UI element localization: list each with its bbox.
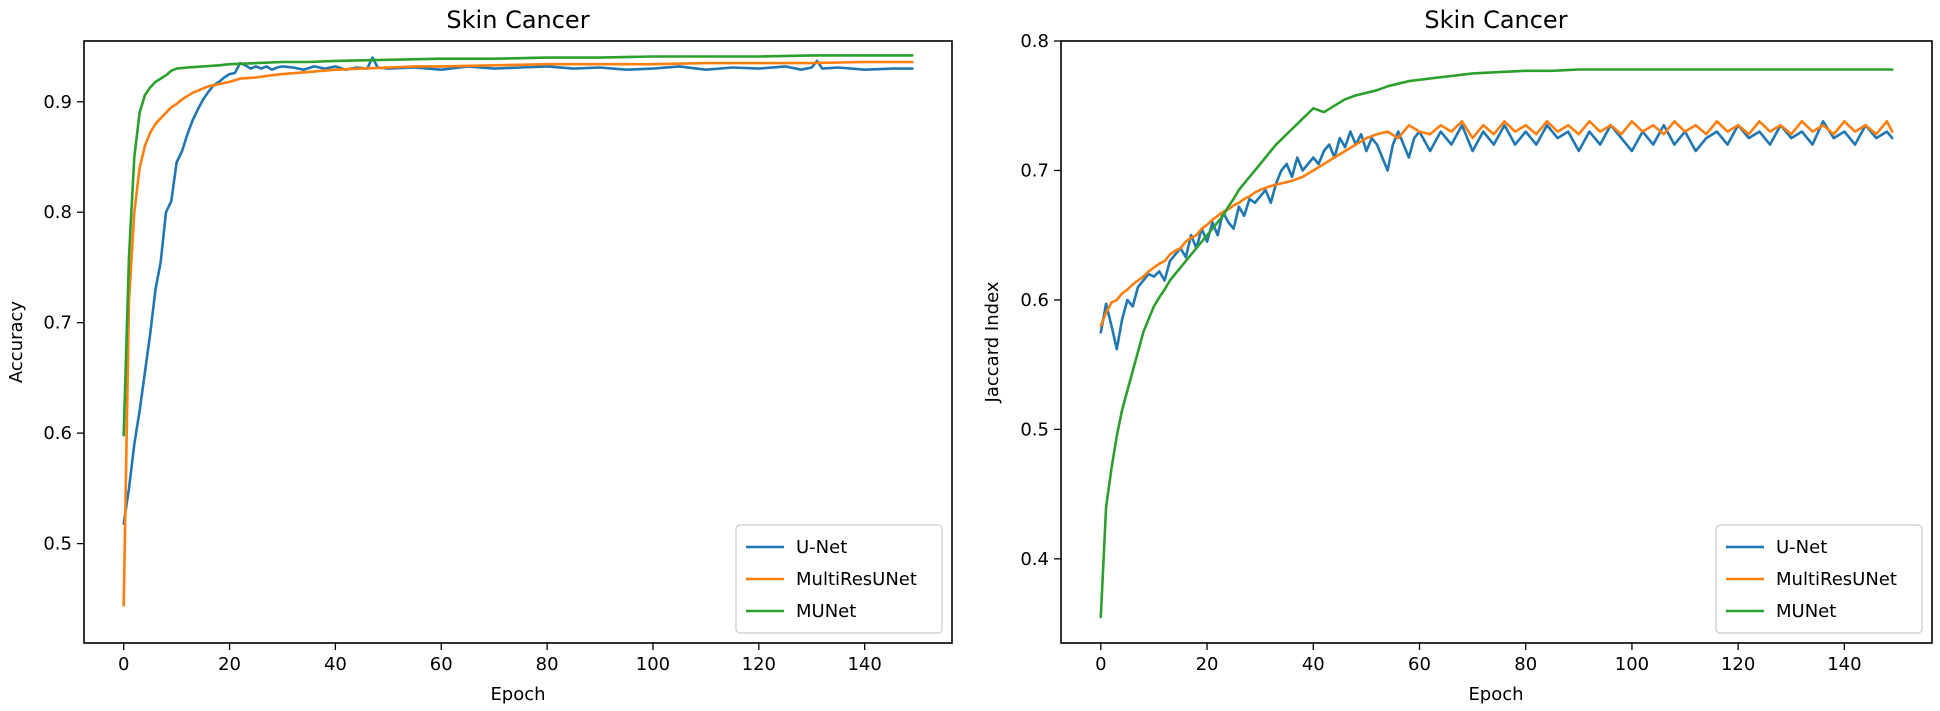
x-tick-label: 0	[118, 654, 129, 675]
y-tick-label: 0.5	[1020, 419, 1049, 440]
x-tick-label: 40	[1302, 654, 1325, 675]
series-line-multiresunet	[1099, 120, 1894, 328]
y-axis-label: Jaccard Index	[982, 281, 1003, 403]
y-tick-label: 0.5	[43, 534, 72, 555]
chart-title: Skin Cancer	[446, 6, 589, 34]
x-tick-label: 140	[847, 654, 881, 675]
x-tick-label: 0	[1095, 654, 1106, 675]
y-tick-label: 0.6	[1020, 290, 1049, 311]
y-axis-label: Accuracy	[6, 301, 27, 384]
chart-jaccard: Skin Cancer 0 20 40 60 80 100 120 140 0.4 0.5 0.6…	[982, 6, 1933, 705]
x-tick-label: 20	[1196, 654, 1219, 675]
legend-entry-label: MUNet	[1776, 601, 1836, 622]
x-tick-label: 120	[1721, 654, 1755, 675]
legend-entry-label: MUNet	[796, 601, 856, 622]
y-tick-label: 0.4	[1020, 549, 1049, 570]
x-tick-label: 100	[636, 654, 670, 675]
series-line-u-net	[1099, 120, 1894, 351]
series-line-u-net	[122, 56, 914, 525]
x-tick-label: 40	[324, 654, 347, 675]
x-axis-label: Epoch	[1468, 684, 1523, 705]
x-tick-label: 100	[1615, 654, 1649, 675]
legend-box	[735, 524, 943, 634]
x-axis-label: Epoch	[490, 684, 545, 705]
y-tick-label: 0.8	[43, 202, 72, 223]
x-tick-label: 80	[1514, 654, 1537, 675]
x-tick-label: 20	[218, 654, 241, 675]
plot-area-frame	[83, 40, 953, 644]
legend-box	[1715, 524, 1923, 634]
series-line-multiresunet	[122, 60, 914, 607]
y-tick-label: 0.7	[1020, 160, 1049, 181]
x-tick-label: 80	[536, 654, 559, 675]
y-tick-label: 0.7	[43, 313, 72, 334]
legend: U-Net MultiResUNet MUNet	[735, 524, 943, 634]
plot-area-frame	[1060, 40, 1933, 644]
series-line-munet	[122, 54, 914, 437]
y-tick-label: 0.9	[43, 92, 72, 113]
x-tick-label: 60	[430, 654, 453, 675]
x-tick-label: 60	[1408, 654, 1431, 675]
y-tick-label: 0.8	[1020, 31, 1049, 52]
x-tick-label: 120	[742, 654, 776, 675]
legend-entry-label: U-Net	[796, 537, 847, 558]
chart-title: Skin Cancer	[1424, 6, 1567, 34]
legend: U-Net MultiResUNet MUNet	[1715, 524, 1923, 634]
legend-entry-label: MultiResUNet	[796, 569, 917, 590]
y-tick-label: 0.6	[43, 423, 72, 444]
legend-entry-label: U-Net	[1776, 537, 1827, 558]
legend-entry-label: MultiResUNet	[1776, 569, 1897, 590]
series-line-munet	[1099, 68, 1894, 619]
x-tick-label: 140	[1827, 654, 1861, 675]
chart-accuracy: Skin Cancer 0 20 40 60 80 100 120 140 0.5 0.6 0.7…	[6, 6, 953, 705]
